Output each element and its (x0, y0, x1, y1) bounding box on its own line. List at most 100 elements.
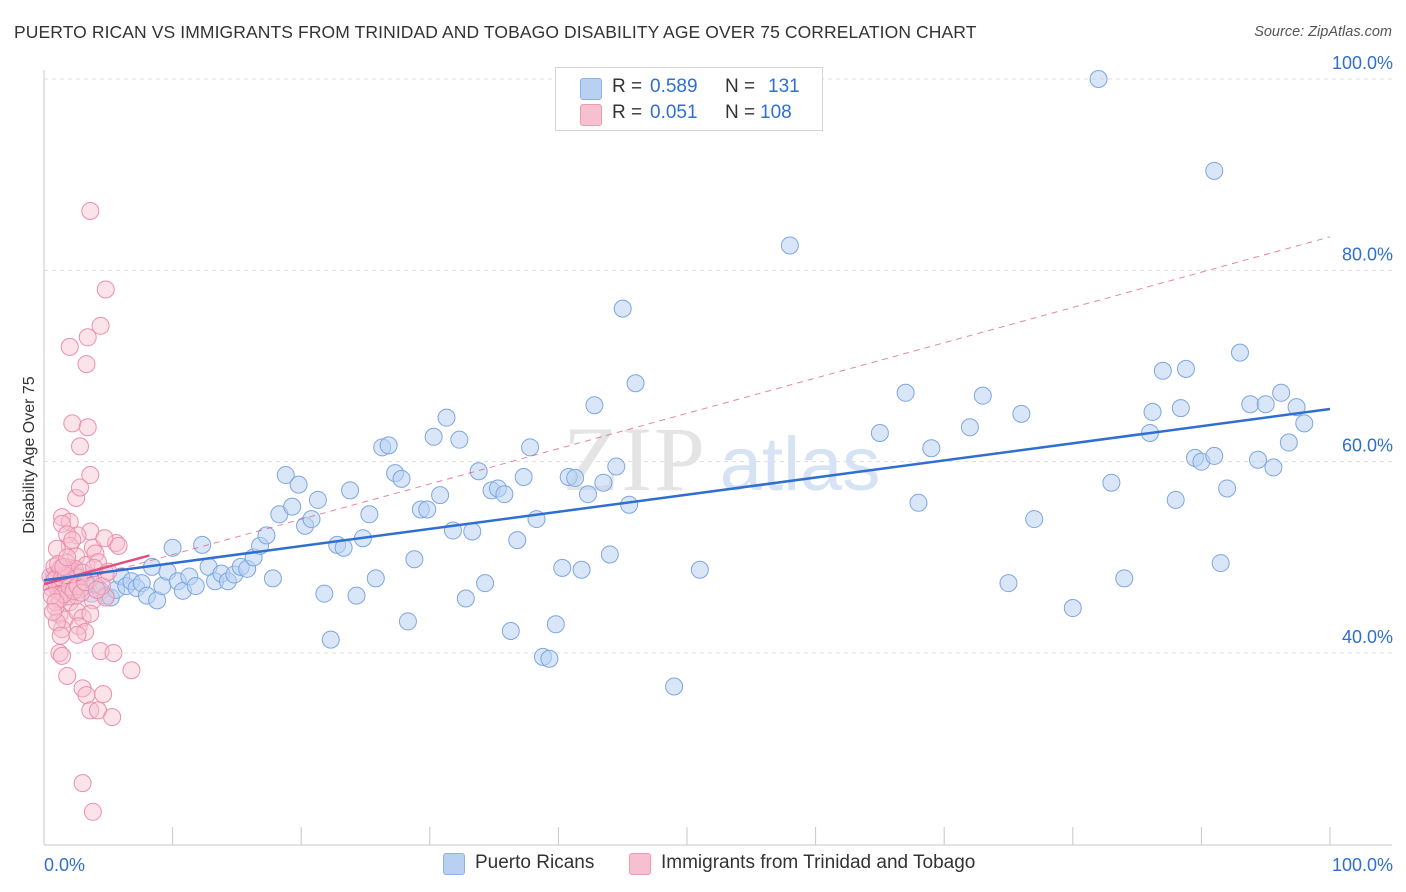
data-point-trinidad-tobago (68, 625, 87, 644)
x-tick-label-max: 100.0% (1332, 855, 1393, 875)
data-point-trinidad-tobago (58, 548, 77, 567)
data-point-puerto-rican (398, 612, 417, 631)
chart-title: PUERTO RICAN VS IMMIGRANTS FROM TRINIDAD… (14, 22, 977, 42)
data-point-trinidad-tobago (83, 802, 102, 821)
data-point-puerto-rican (1176, 359, 1195, 378)
data-point-puerto-rican (392, 469, 411, 488)
y-tick-label: 40.0% (1342, 627, 1393, 647)
data-point-puerto-rican (283, 497, 302, 516)
data-point-trinidad-tobago (53, 646, 72, 665)
data-point-trinidad-tobago (58, 525, 77, 544)
data-point-puerto-rican (347, 586, 366, 605)
legend-n-value: 131 (768, 76, 800, 97)
data-point-puerto-rican (1063, 599, 1082, 618)
axes (43, 70, 1392, 846)
data-point-puerto-rican (540, 649, 559, 668)
data-point-puerto-rican (257, 526, 276, 545)
data-point-trinidad-tobago (104, 644, 123, 662)
data-point-puerto-rican (163, 538, 182, 557)
data-point-puerto-rican (437, 408, 456, 427)
data-point-puerto-rican (1205, 446, 1224, 465)
data-point-trinidad-tobago (54, 557, 73, 576)
trend-line-puerto-ricans (43, 407, 1331, 582)
data-point-puerto-rican (405, 550, 424, 569)
trend-lines (43, 236, 1331, 591)
data-point-puerto-rican (431, 486, 450, 505)
data-point-trinidad-tobago (77, 355, 96, 374)
bottom-legend-label: Puerto Ricans (475, 852, 595, 873)
series-puerto-ricans (45, 70, 1314, 696)
data-point-puerto-rican (276, 466, 295, 485)
data-point-trinidad-tobago (71, 478, 90, 497)
data-point-puerto-rican (476, 574, 495, 593)
data-point-puerto-rican (1143, 402, 1162, 421)
data-point-puerto-rican (578, 485, 597, 504)
correlation-legend: R = 0.589 N = 131 R = 0.051 N = 108 (555, 67, 823, 131)
legend-r-value: 0.051 (650, 102, 698, 123)
data-point-puerto-rican (594, 473, 613, 492)
data-point-puerto-rican (1205, 161, 1224, 180)
watermark-atlas: atlas (720, 422, 881, 507)
data-point-puerto-rican (501, 621, 520, 640)
data-point-trinidad-tobago (67, 489, 86, 508)
data-point-trinidad-tobago (60, 337, 79, 356)
data-point-trinidad-tobago (81, 466, 100, 485)
data-point-puerto-rican (572, 560, 591, 579)
data-point-trinidad-tobago (63, 531, 82, 550)
data-point-trinidad-tobago (94, 685, 113, 704)
data-point-puerto-rican (379, 436, 398, 455)
data-point-trinidad-tobago (78, 418, 97, 437)
y-tick-label: 60.0% (1342, 436, 1393, 456)
data-point-trinidad-tobago (96, 588, 115, 607)
data-point-puerto-rican (1025, 510, 1044, 529)
data-point-puerto-rican (999, 574, 1018, 593)
data-point-puerto-rican (909, 493, 928, 512)
trend-line-trinidad-tobago-dashed (43, 236, 1331, 591)
data-point-puerto-rican (960, 418, 979, 437)
data-point-puerto-rican (780, 236, 799, 255)
tick-labels: 40.0% 60.0% 80.0% 100.0% 0.0% 100.0% (44, 53, 1393, 875)
data-point-puerto-rican (665, 677, 684, 696)
data-point-puerto-rican (1153, 361, 1172, 380)
legend-swatch-blue (580, 78, 602, 100)
bottom-legend-swatch-blue (443, 853, 465, 875)
data-point-trinidad-tobago (122, 661, 141, 680)
bottom-legend-swatch-pink (629, 853, 651, 875)
data-point-puerto-rican (1295, 414, 1314, 433)
data-point-puerto-rican (1241, 395, 1260, 414)
data-point-trinidad-tobago (53, 514, 72, 533)
data-point-puerto-rican (553, 558, 572, 577)
data-point-puerto-rican (566, 468, 585, 487)
data-point-trinidad-tobago (78, 328, 97, 347)
y-tick-label: 100.0% (1332, 53, 1393, 73)
watermark: ZIP atlas (563, 408, 880, 510)
data-point-trinidad-tobago (49, 555, 68, 574)
data-point-puerto-rican (366, 569, 385, 588)
data-point-trinidad-tobago (58, 666, 77, 685)
data-point-puerto-rican (418, 500, 437, 519)
data-point-puerto-rican (585, 396, 604, 415)
data-point-trinidad-tobago (68, 526, 87, 545)
data-point-trinidad-tobago (109, 536, 128, 555)
data-point-trinidad-tobago (87, 580, 106, 599)
legend-n-label: N = (725, 76, 756, 97)
legend-n-value: 108 (760, 102, 792, 123)
bottom-legend-label: Immigrants from Trinidad and Tobago (661, 852, 976, 873)
data-point-puerto-rican (546, 615, 565, 634)
x-tick-label-min: 0.0% (44, 855, 85, 875)
data-point-trinidad-tobago (44, 602, 63, 621)
data-point-puerto-rican (613, 299, 632, 318)
data-point-trinidad-tobago (77, 686, 96, 705)
data-point-puerto-rican (973, 386, 992, 405)
data-point-puerto-rican (1089, 70, 1108, 88)
data-point-puerto-rican (922, 439, 941, 458)
data-point-puerto-rican (1230, 343, 1249, 362)
data-point-trinidad-tobago (60, 593, 79, 612)
y-axis-label: Disability Age Over 75 (21, 376, 38, 534)
data-point-puerto-rican (626, 374, 645, 393)
data-point-trinidad-tobago (81, 202, 100, 221)
data-point-puerto-rican (186, 577, 205, 596)
data-point-trinidad-tobago (51, 626, 70, 645)
data-point-puerto-rican (1287, 398, 1306, 417)
